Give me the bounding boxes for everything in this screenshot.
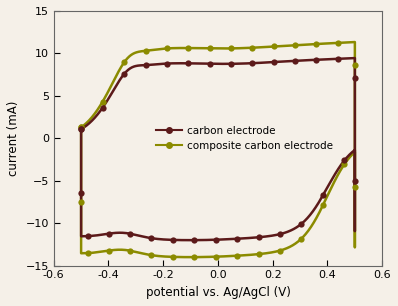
X-axis label: potential vs. Ag/AgCl (V): potential vs. Ag/AgCl (V) <box>146 286 291 299</box>
Legend: carbon electrode, composite carbon electrode: carbon electrode, composite carbon elect… <box>152 121 337 155</box>
Y-axis label: current (mA): current (mA) <box>7 101 20 176</box>
